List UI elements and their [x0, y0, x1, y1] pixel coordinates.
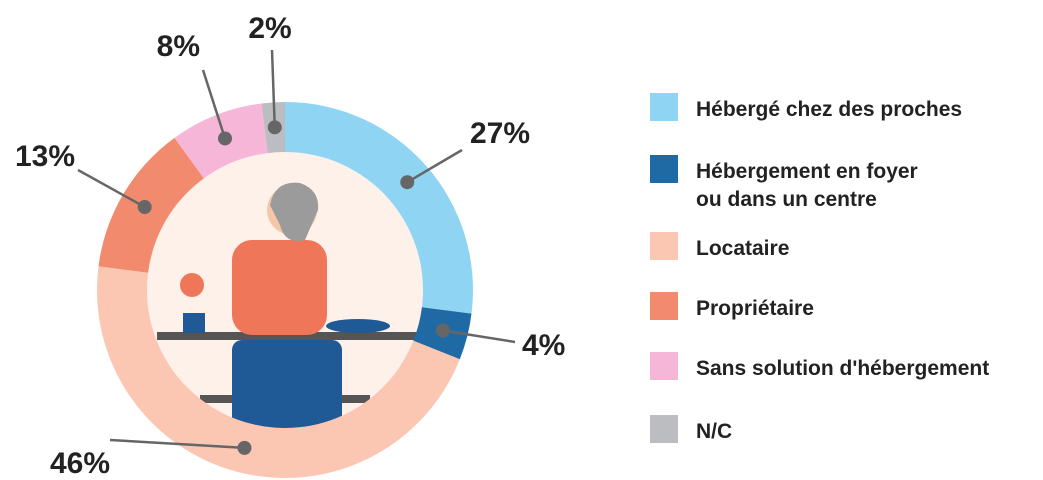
donut-slice: [97, 266, 460, 478]
legend-swatch: [650, 352, 678, 380]
data-label: 2%: [248, 12, 291, 45]
legend-item: Hébergement en foyer ou dans un centre: [650, 155, 918, 214]
legend-label: Sans solution d'hébergement: [696, 357, 990, 380]
legs: [232, 340, 342, 430]
leader-dot: [237, 440, 252, 455]
table: [157, 332, 417, 340]
flower: [180, 273, 204, 297]
legend-label: N/C: [696, 420, 733, 443]
leader-line: [406, 148, 463, 184]
pot: [183, 313, 205, 333]
hair: [270, 182, 319, 241]
leader-line: [109, 438, 245, 450]
legend-item: N/C: [650, 415, 732, 446]
data-label: 4%: [522, 329, 565, 362]
legend-swatch: [650, 155, 678, 183]
legend-swatch: [650, 415, 678, 443]
legend-label: Hébergement en foyer ou dans un centre: [696, 160, 918, 211]
legend-label: Locataire: [696, 237, 790, 260]
legend: Hébergé chez des proches Hébergement en f…: [650, 0, 1043, 480]
legend-item: Sans solution d'hébergement: [650, 352, 989, 383]
plate: [326, 319, 390, 333]
leader-dot: [400, 175, 415, 190]
body: [232, 240, 327, 335]
legend-item: Locataire: [650, 232, 789, 263]
leader-dot: [435, 323, 450, 338]
leader-line: [442, 329, 516, 344]
legend-swatch: [650, 292, 678, 320]
leader-line: [77, 168, 146, 209]
leader-line: [201, 69, 227, 139]
leader-line: [270, 49, 277, 128]
leader-dot: [217, 131, 232, 146]
legend-label: Propriétaire: [696, 297, 814, 320]
legend-label: Hébergé chez des proches: [696, 98, 963, 121]
legend-swatch: [650, 93, 678, 121]
legend-swatch: [650, 232, 678, 260]
donut-slice: [285, 102, 474, 314]
leader-dot: [267, 120, 282, 135]
data-label: 46%: [50, 447, 110, 480]
legend-item: Hébergé chez des proches: [650, 93, 962, 124]
leader-dot: [137, 200, 152, 215]
data-label: 8%: [157, 30, 200, 63]
data-label: 27%: [470, 117, 530, 150]
data-label: 13%: [15, 140, 75, 173]
legend-item: Propriétaire: [650, 292, 814, 323]
